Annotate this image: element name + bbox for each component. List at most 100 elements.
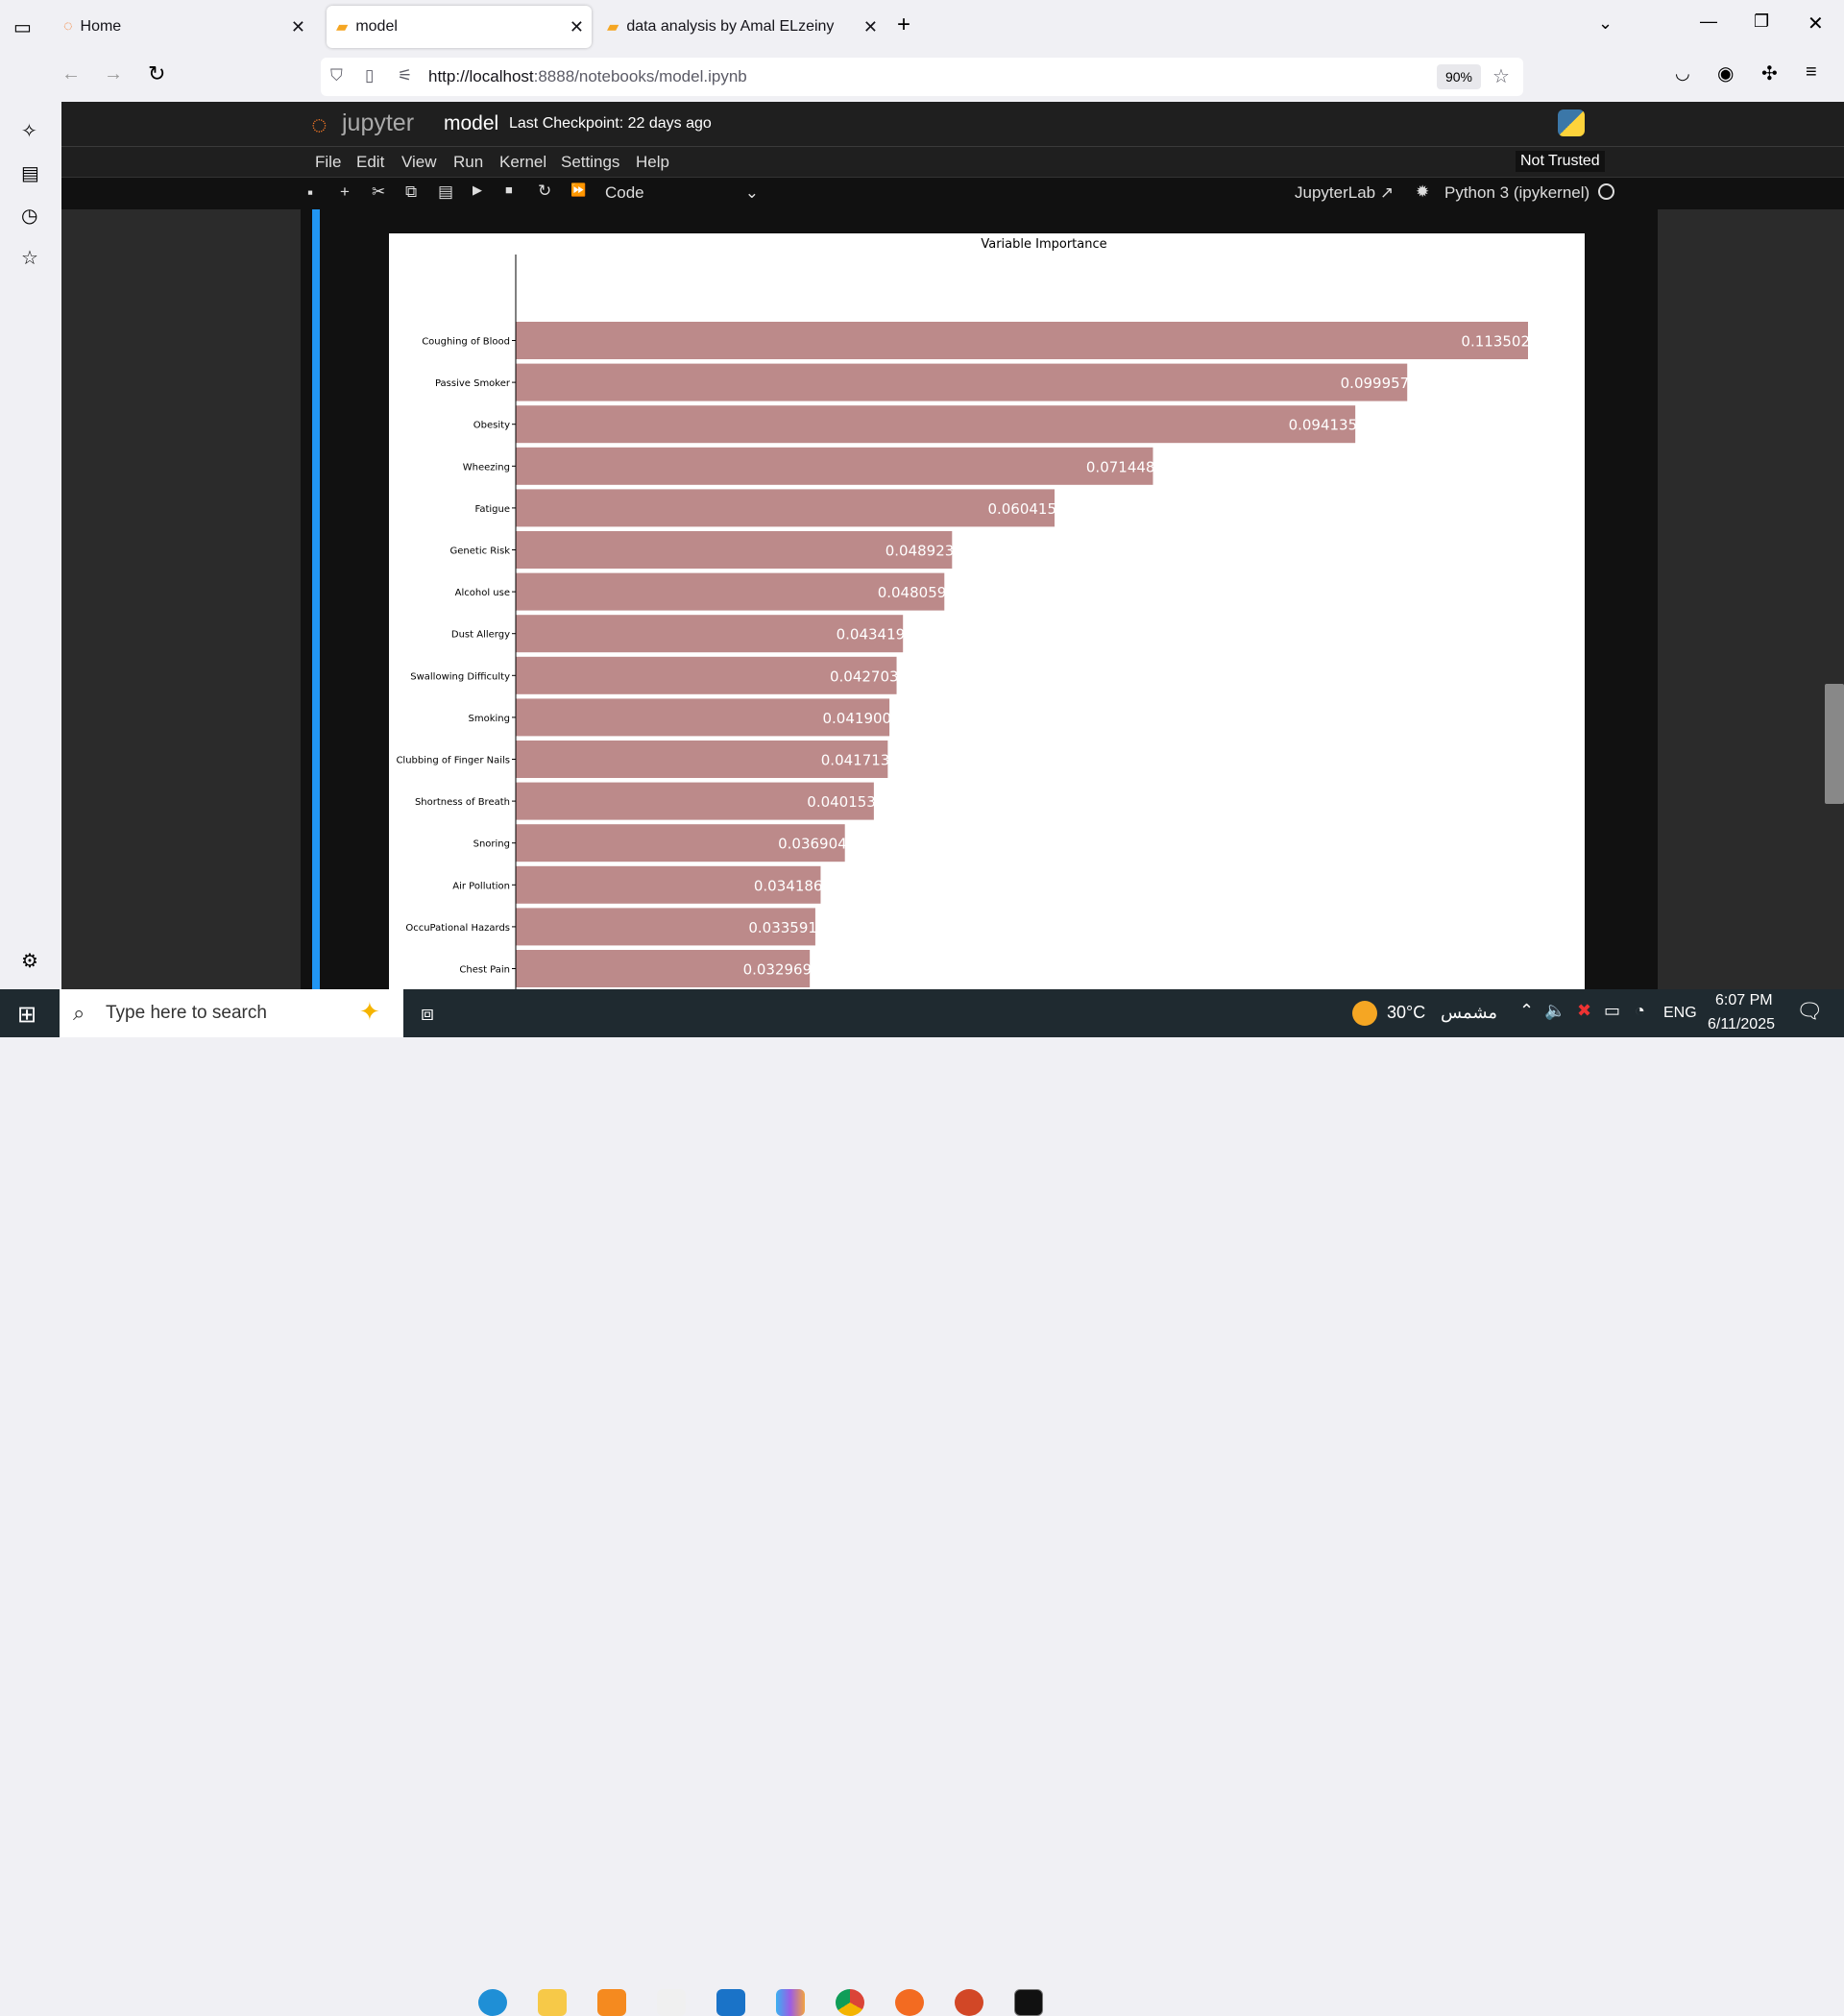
python-logo-icon <box>1558 109 1585 136</box>
cut-icon[interactable]: ✂ <box>372 182 386 201</box>
language-indicator[interactable]: ENG <box>1663 1005 1697 1021</box>
bar-value-label: 0.041900 <box>823 710 892 727</box>
add-cell-icon[interactable]: + <box>340 182 350 201</box>
bar-value-label: 0.036904 <box>778 836 847 853</box>
clock-date[interactable]: 6/11/2025 <box>1708 1016 1775 1032</box>
menu-icon[interactable]: ≡ <box>1806 61 1817 83</box>
edge-icon[interactable] <box>478 1989 507 2016</box>
menu-view[interactable]: View <box>401 153 437 171</box>
jupyter-header: ◌ jupyter model Last Checkpoint: 22 days… <box>61 102 1844 146</box>
forward-icon[interactable]: → <box>104 63 123 85</box>
task-view-icon[interactable]: ⧈ <box>421 1001 434 1025</box>
bar-value-label: 0.113502 <box>1461 333 1530 351</box>
tab-data-analysis[interactable]: ▰ data analysis by Amal ELzeiny ✕ <box>597 6 886 48</box>
bar <box>516 698 890 737</box>
browser-sidebar: ✧ ▤ ◷ ☆ ⚙ <box>0 52 61 989</box>
weather-condition[interactable]: مشمس <box>1441 1003 1498 1022</box>
cell-type-select[interactable]: Code ⌄ <box>605 183 759 203</box>
paste-icon[interactable]: ▤ <box>438 182 454 201</box>
restart-run-all-icon[interactable]: ⏩ <box>570 182 587 197</box>
debugger-icon[interactable]: ✹ <box>1416 182 1430 201</box>
y-tick-label: Swallowing Difficulty <box>410 671 510 682</box>
weather-icon[interactable] <box>1352 1001 1377 1026</box>
save-icon[interactable]: ▪ <box>307 183 314 202</box>
pocket-icon[interactable]: ◡ <box>1675 63 1690 83</box>
file-explorer-icon[interactable] <box>538 1989 567 2016</box>
run-icon[interactable]: ▶ <box>473 182 482 197</box>
external-link-icon: ↗ <box>1379 183 1395 202</box>
shield-icon: ⛉ <box>330 66 343 85</box>
ai-icon[interactable]: ✧ <box>21 121 37 142</box>
y-tick-label: Smoking <box>469 714 510 724</box>
url-bar[interactable]: ⛉ ▯ ⚟ http://localhost:8888/notebooks/mo… <box>321 58 1523 96</box>
stop-icon[interactable]: ■ <box>505 182 513 197</box>
zoom-level[interactable]: 90% <box>1437 64 1481 89</box>
bookmark-star-icon[interactable]: ☆ <box>1492 66 1510 87</box>
tab-home[interactable]: ◌ Home ✕ <box>54 6 313 48</box>
network-error-icon[interactable]: ✖ <box>1577 1001 1592 1020</box>
bar-value-label: 0.042703 <box>830 668 899 685</box>
history-icon[interactable]: ◷ <box>21 206 38 227</box>
close-icon[interactable]: ✕ <box>569 16 584 36</box>
chrome-icon[interactable] <box>836 1989 864 2016</box>
show-hidden-icons[interactable]: ⌃ <box>1519 1001 1535 1020</box>
reload-icon[interactable]: ↻ <box>148 61 166 85</box>
bar-value-label: 0.043419 <box>837 626 906 644</box>
new-tab-button[interactable]: + <box>897 12 911 37</box>
y-tick-label: Air Pollution <box>452 881 510 891</box>
copy-icon[interactable]: ⧉ <box>405 182 418 201</box>
clock-time[interactable]: 6:07 PM <box>1715 992 1773 1008</box>
minimize-button[interactable]: — <box>1700 12 1717 31</box>
close-icon[interactable]: ✕ <box>862 16 878 36</box>
jupyter-logo-text[interactable]: jupyter <box>342 109 415 136</box>
temperature[interactable]: 30°C <box>1387 1003 1426 1022</box>
notebook-content: Variable Importance Coughing of Blood 0.11… <box>61 209 1844 989</box>
notebook-icon: ▰ <box>336 19 349 36</box>
tab-model[interactable]: ▰ model ✕ <box>327 6 592 48</box>
menu-run[interactable]: Run <box>453 153 484 171</box>
firefox-icon[interactable] <box>895 1989 924 2016</box>
jupyterlab-link[interactable]: JupyterLab ↗ <box>1295 183 1394 203</box>
wifi-icon[interactable]: ◔ <box>1635 1001 1645 1020</box>
powerpoint-icon[interactable] <box>955 1989 983 2016</box>
terminal-icon[interactable] <box>1014 1989 1043 2016</box>
list-tabs-icon[interactable]: ⌄ <box>1598 13 1614 33</box>
jupyter-logo-icon[interactable]: ◌ <box>311 109 328 139</box>
jupyterlab-label: JupyterLab <box>1295 183 1376 202</box>
taskbar-search[interactable]: ⌕ Type here to search ✦ <box>60 989 403 1037</box>
close-icon[interactable]: ✕ <box>290 16 305 36</box>
bar <box>516 447 1153 485</box>
volume-icon[interactable]: 🔈 <box>1544 1001 1566 1020</box>
menu-edit[interactable]: Edit <box>356 153 385 171</box>
extensions-icon[interactable]: ✣ <box>1761 63 1778 85</box>
scrollbar-thumb[interactable] <box>1825 684 1844 804</box>
kernel-name[interactable]: Python 3 (ipykernel) <box>1444 183 1590 202</box>
notifications-icon[interactable]: 🗨 <box>1796 999 1823 1023</box>
restart-icon[interactable]: ↻ <box>538 182 552 200</box>
menu-help[interactable]: Help <box>636 153 669 171</box>
menu-file[interactable]: File <box>315 153 342 171</box>
synced-tabs-icon[interactable]: ▤ <box>21 163 39 184</box>
settings-gear-icon[interactable]: ⚙ <box>21 951 38 972</box>
bookmarks-icon[interactable]: ☆ <box>21 248 38 269</box>
tab-overview-icon[interactable]: ▭ <box>13 17 32 38</box>
restore-button[interactable]: ❐ <box>1754 12 1770 31</box>
y-tick-label: Obesity <box>473 421 510 431</box>
windows-start-icon[interactable]: ⊞ <box>17 1002 37 1028</box>
menu-settings[interactable]: Settings <box>561 153 620 171</box>
bar-value-label: 0.034186 <box>754 877 823 894</box>
menu-kernel[interactable]: Kernel <box>499 153 547 171</box>
scrollbar[interactable] <box>1823 209 1844 989</box>
m365-icon[interactable] <box>776 1989 805 2016</box>
battery-icon[interactable]: ▭ <box>1604 1001 1621 1020</box>
tab-label: Home <box>80 18 122 35</box>
store-icon[interactable] <box>657 1989 686 2016</box>
outlook-icon[interactable] <box>716 1989 745 2016</box>
pdf-app-icon[interactable] <box>597 1989 626 2016</box>
account-icon[interactable]: ◉ <box>1717 63 1735 85</box>
close-window-button[interactable]: ✕ <box>1808 13 1824 35</box>
notebook-panel: Variable Importance Coughing of Blood 0.11… <box>301 209 1658 989</box>
notebook-name[interactable]: model <box>444 112 499 134</box>
trust-indicator[interactable]: Not Trusted <box>1516 151 1605 172</box>
back-icon[interactable]: ← <box>61 63 81 85</box>
